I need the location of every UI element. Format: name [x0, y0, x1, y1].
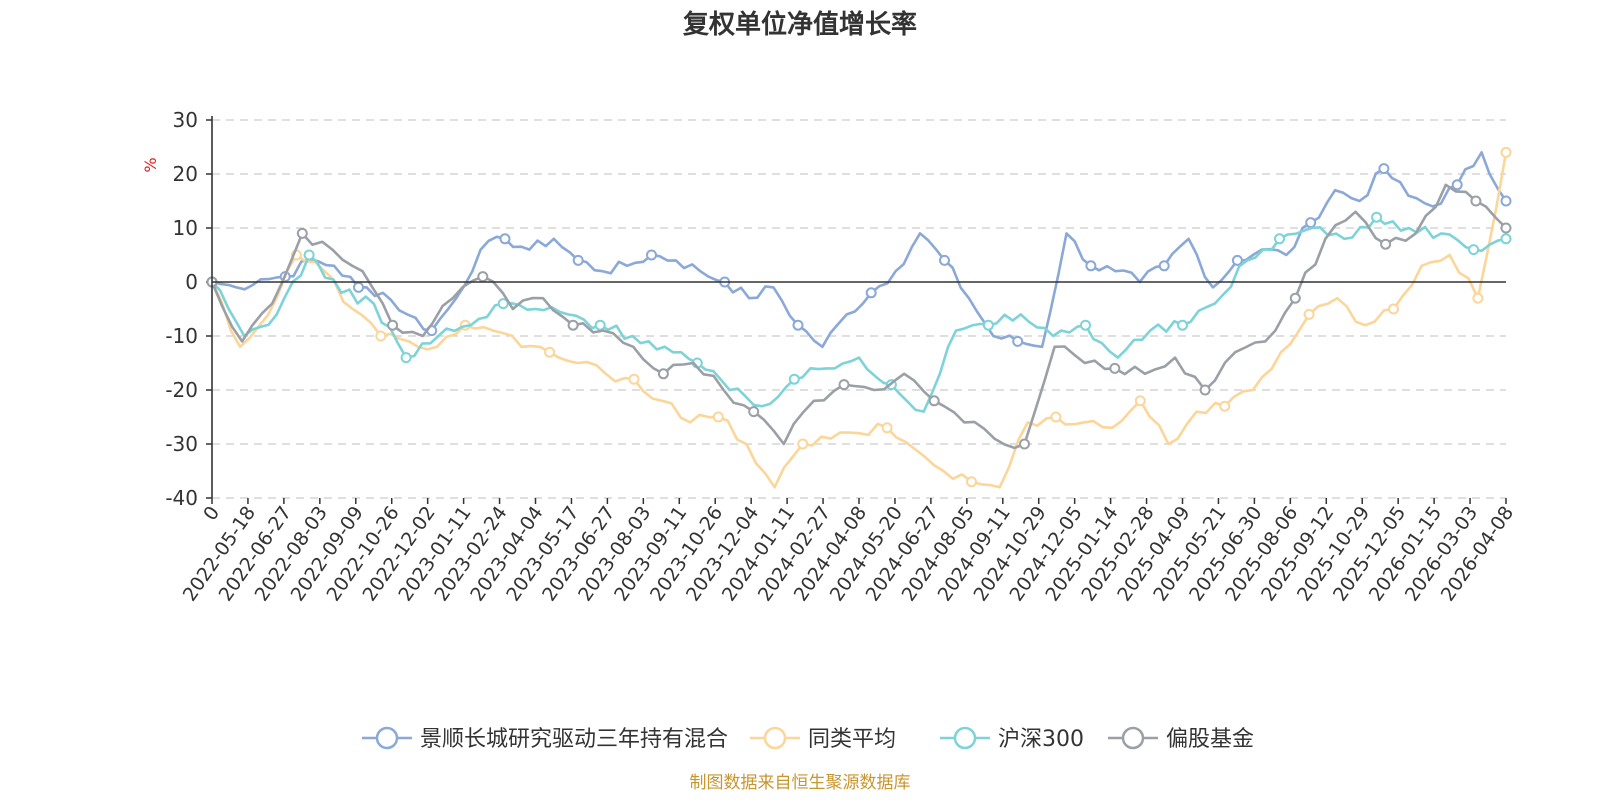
series-marker-2: [788, 373, 800, 385]
legend-label: 景顺长城研究驱动三年持有混合: [420, 727, 728, 752]
series-marker-0: [939, 254, 950, 266]
series-marker-2: [594, 319, 606, 331]
y-axis-unit: %: [141, 157, 160, 172]
legend-item-1[interactable]: 同类平均: [750, 726, 896, 752]
y-tick-label: -10: [165, 324, 198, 348]
x-tick-label: 0: [199, 502, 224, 525]
series-marker-0: [499, 233, 511, 245]
series-marker-2: [303, 249, 315, 261]
series-marker-3: [1199, 384, 1211, 396]
y-tick-label: 0: [185, 270, 198, 294]
series-marker-1: [1050, 411, 1062, 423]
y-tick-label: 10: [173, 216, 198, 240]
series-marker-3: [1289, 292, 1301, 304]
series-marker-3: [838, 379, 850, 391]
y-axis-ticks: 30 20 10 0 -10 -20 -30 -40: [165, 108, 212, 510]
series-marker-2: [1177, 319, 1188, 331]
series-marker-2: [497, 298, 509, 310]
series-marker-0: [572, 254, 584, 266]
legend-label: 同类平均: [808, 727, 896, 752]
series-marker-3: [296, 227, 308, 239]
series-marker-1: [375, 330, 387, 342]
series-marker-0: [1012, 335, 1024, 347]
series-marker-0: [1305, 217, 1317, 229]
series-marker-3: [748, 406, 760, 418]
series-marker-3: [1380, 238, 1392, 250]
series-marker-3: [567, 319, 579, 331]
series-marker-2: [400, 352, 412, 364]
series-marker-1: [712, 411, 724, 423]
legend-item-3[interactable]: 偏股基金: [1108, 726, 1254, 752]
series-marker-0: [792, 319, 804, 331]
y-tick-label: -20: [165, 378, 198, 402]
axes: [211, 116, 1506, 498]
legend-marker: [1121, 726, 1145, 750]
series-marker-1: [1472, 292, 1484, 304]
series-marker-1: [628, 373, 640, 385]
series-marker-3: [1500, 222, 1512, 234]
legend-marker: [375, 726, 399, 750]
series-marker-1: [966, 476, 977, 488]
series-marker-3: [477, 271, 489, 283]
series-marker-3: [928, 395, 940, 407]
series-marker-3: [1019, 438, 1030, 450]
legend-item-2[interactable]: 沪深300: [940, 726, 1084, 752]
x-axis-ticks: 02022-05-182022-06-272022-08-032022-09-0…: [179, 498, 1518, 605]
legend-label: 沪深300: [998, 727, 1084, 752]
series-marker-0: [1451, 179, 1463, 191]
series-marker-1: [1388, 303, 1399, 315]
y-tick-label: 30: [173, 108, 198, 132]
series-marker-3: [657, 368, 669, 380]
y-tick-label: -30: [165, 432, 198, 456]
y-tick-label: -40: [165, 486, 198, 510]
series-marker-0: [1085, 260, 1097, 272]
chart-title: 复权单位净值增长率: [683, 9, 917, 40]
series-marker-0: [646, 249, 657, 261]
series-marker-2: [1080, 319, 1091, 331]
series-line-1: [210, 152, 1508, 489]
series-marker-1: [544, 346, 556, 358]
series-marker-3: [387, 319, 399, 331]
series-marker-1: [797, 438, 809, 450]
series-marker-0: [1158, 260, 1170, 272]
legend-label: 偏股基金: [1166, 727, 1254, 752]
series-marker-2: [1468, 244, 1480, 256]
series-marker-0: [1231, 254, 1243, 266]
series-marker-0: [865, 287, 877, 299]
series-marker-1: [1134, 395, 1146, 407]
series-line-2: [211, 215, 1507, 413]
series-marker-3: [1470, 195, 1482, 207]
legend-item-0[interactable]: 景顺长城研究驱动三年持有混合: [362, 726, 728, 752]
series-marker-2: [982, 319, 994, 331]
series-marker-1: [881, 422, 893, 434]
series-marker-1: [1219, 400, 1231, 412]
series-marker-0: [1378, 163, 1390, 175]
series-marker-0: [353, 281, 364, 293]
data-source: 制图数据来自恒生聚源数据库: [690, 773, 911, 793]
series-marker-0: [1500, 195, 1512, 207]
series-line-3: [210, 183, 1507, 450]
series-marker-1: [1303, 308, 1315, 320]
series-marker-2: [1371, 211, 1383, 223]
y-tick-label: 20: [173, 162, 198, 186]
legend-marker: [763, 726, 787, 750]
legend[interactable]: 景顺长城研究驱动三年持有混合 同类平均 沪深300 偏股基金: [362, 726, 1254, 752]
series-marker-2: [1274, 233, 1285, 245]
legend-marker: [953, 726, 977, 750]
series-marker-2: [1500, 233, 1512, 245]
series-lines: [206, 146, 1512, 489]
series-marker-1: [1500, 146, 1512, 158]
series-marker-3: [1109, 362, 1121, 374]
